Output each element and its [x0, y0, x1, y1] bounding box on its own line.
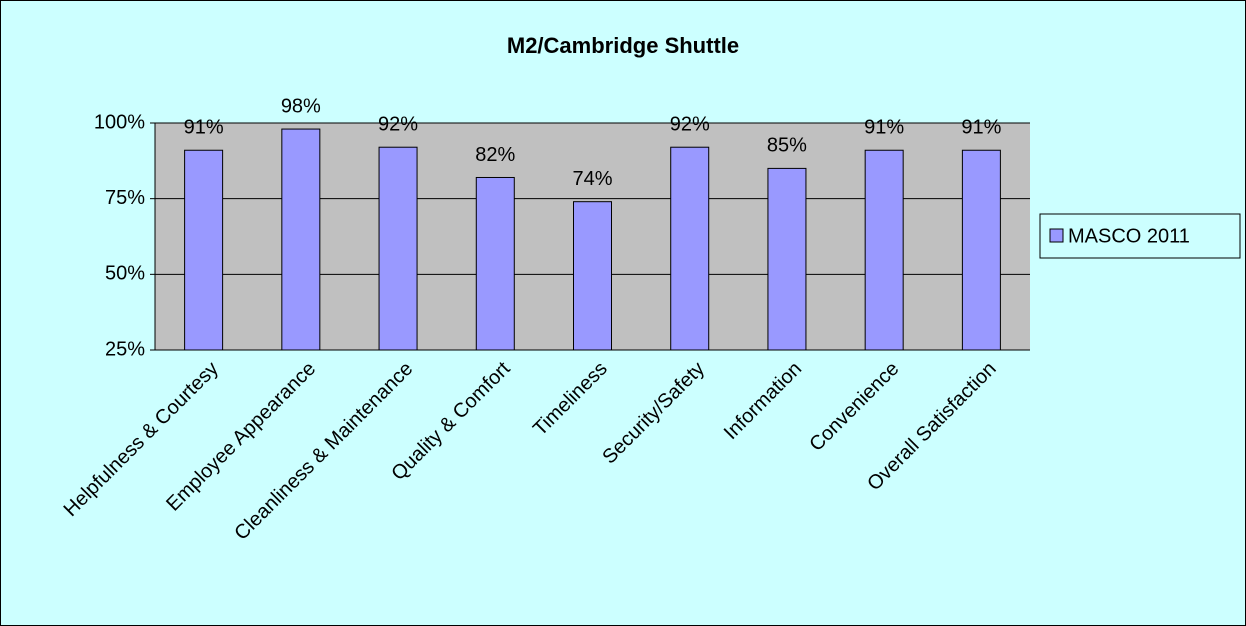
y-tick-label: 25%	[105, 338, 145, 360]
bar	[281, 128, 321, 351]
y-tick-label: 50%	[105, 263, 145, 285]
data-label: 98%	[281, 95, 321, 117]
legend-swatch	[1049, 228, 1064, 243]
data-label: 74%	[572, 168, 612, 190]
data-label: 85%	[767, 135, 807, 157]
data-label: 92%	[670, 113, 710, 135]
legend	[1039, 213, 1241, 259]
data-label: 91%	[864, 117, 904, 139]
bar	[670, 146, 710, 351]
bar	[864, 149, 904, 351]
y-tick-label: 75%	[105, 187, 145, 209]
legend-label: MASCO 2011	[1068, 225, 1190, 247]
data-label: 82%	[475, 144, 515, 166]
bar	[378, 146, 418, 351]
y-tick-label: 100%	[94, 111, 145, 133]
bar	[961, 149, 1001, 351]
data-label: 91%	[184, 117, 224, 139]
bar	[184, 149, 224, 351]
chart-title: M2/Cambridge Shuttle	[507, 33, 739, 58]
bar	[573, 201, 612, 351]
bar	[475, 176, 515, 351]
data-label: 91%	[961, 117, 1001, 139]
bar	[767, 167, 807, 351]
data-label: 92%	[378, 113, 418, 135]
